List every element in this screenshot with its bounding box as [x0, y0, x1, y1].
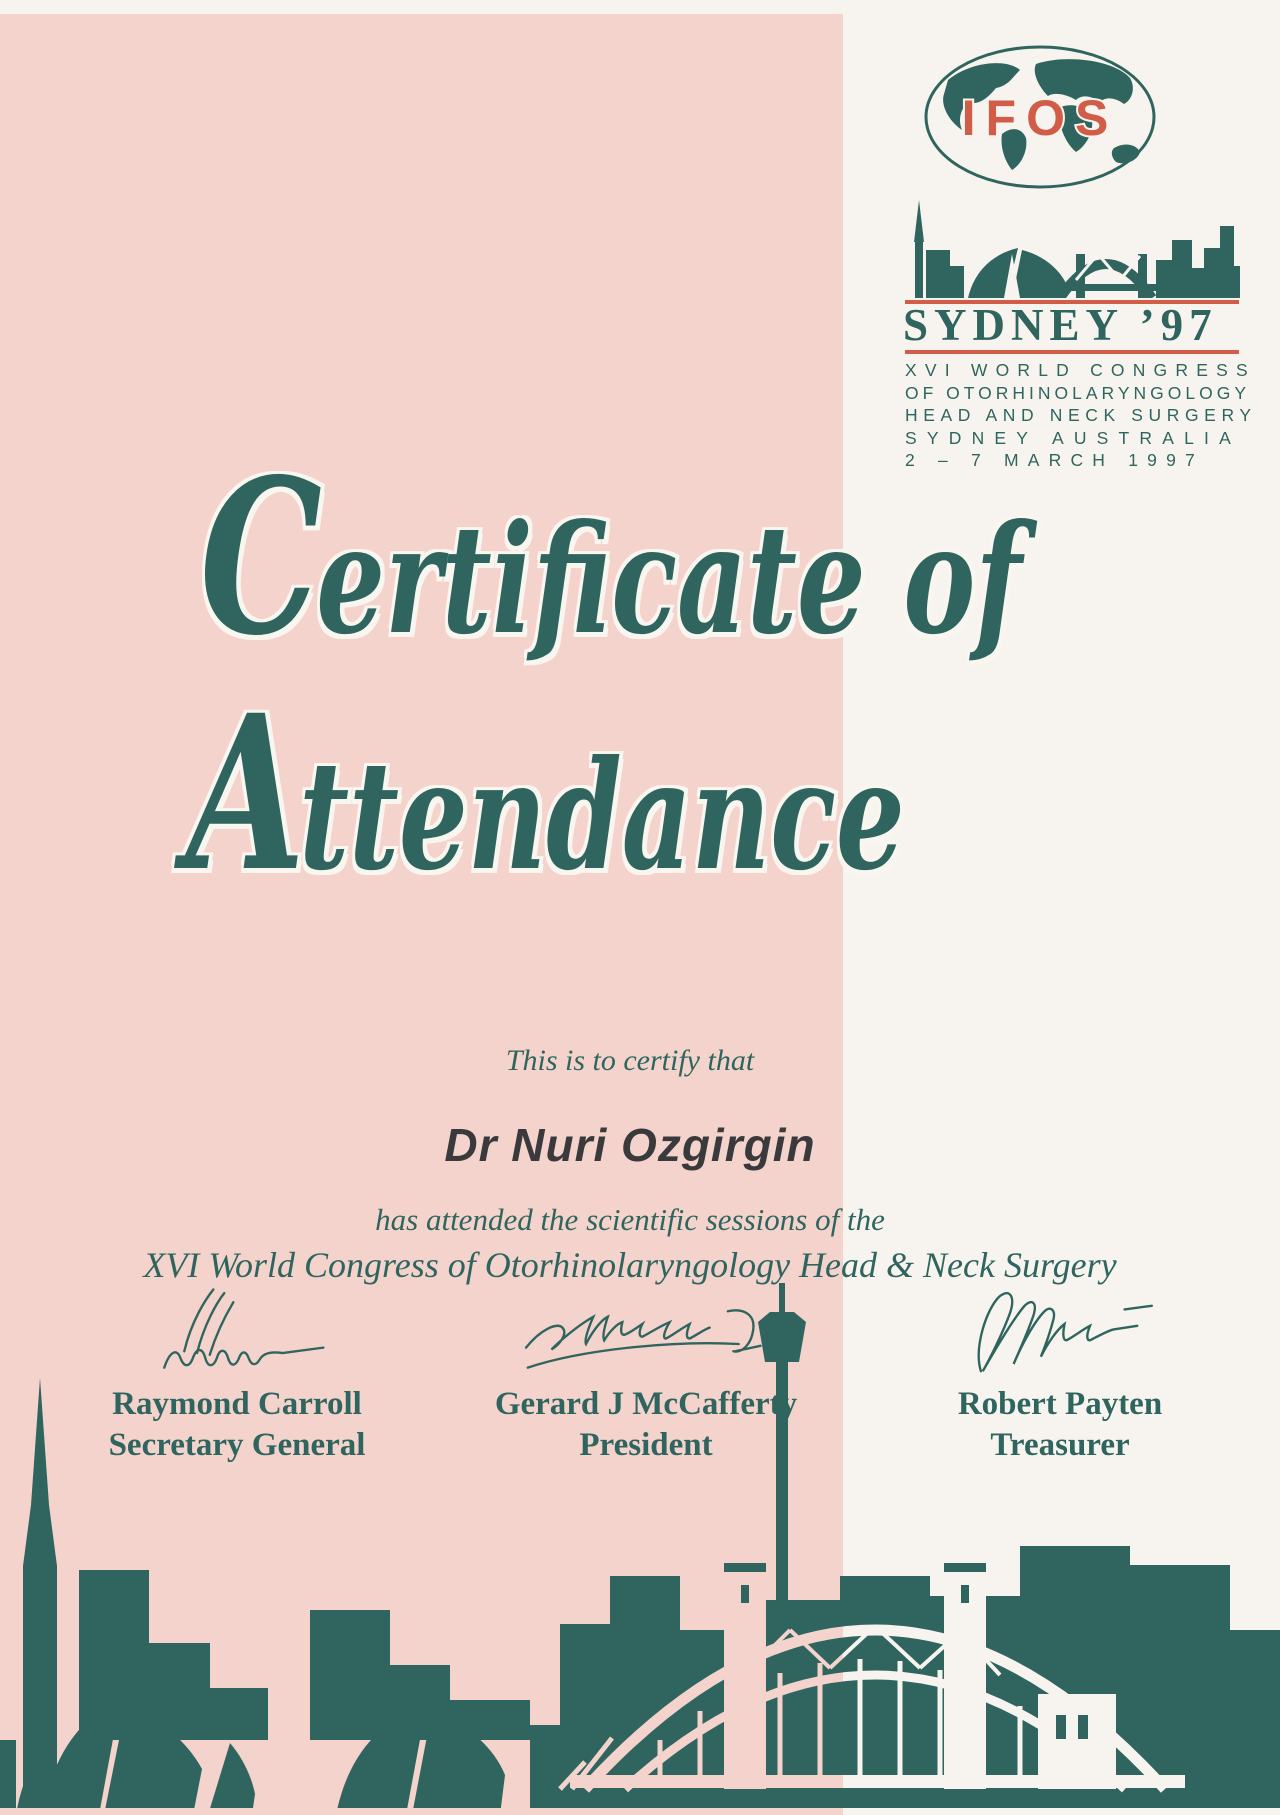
- congress-line: HEAD AND NECK SURGERY: [905, 405, 1257, 425]
- signature-robert-payten-icon: [977, 1291, 1153, 1373]
- signatory-treasurer: Robert Payten Treasurer: [900, 1284, 1220, 1466]
- signatory-president: Gerard J McCafferty President: [486, 1284, 806, 1466]
- swash-initial: A: [186, 669, 305, 919]
- certificate-title-line2: Attendance: [186, 688, 905, 901]
- ifos-globe-icon: IFOS: [924, 45, 1156, 189]
- sydney-logo-skyline-icon: [914, 200, 1240, 298]
- attendee-name: Dr Nuri Ozgirgin: [444, 1119, 816, 1171]
- swash-initial: C: [200, 433, 322, 683]
- signatory-name: Raymond Carroll: [112, 1386, 362, 1422]
- attended-line-2: XVI World Congress of Otorhinolaryngolog…: [143, 1245, 1117, 1285]
- congress-lines: XVI WORLD CONGRESS OF OTORHINOLARYNGOLOG…: [905, 359, 1257, 472]
- signatory-name: Gerard J McCafferty: [494, 1386, 798, 1422]
- signatory-title: Secretary General: [108, 1427, 366, 1463]
- congress-line: XVI WORLD CONGRESS: [905, 360, 1256, 380]
- red-rule-bottom: [905, 350, 1239, 354]
- pink-panel: [0, 14, 843, 1815]
- certificate-title-line1: Certificate of: [200, 452, 1022, 665]
- signatory-title: President: [579, 1427, 713, 1463]
- title-rest: ertificate of: [316, 492, 1022, 668]
- event-title: SYDNEY ’97: [903, 300, 1218, 350]
- signature-raymond-carroll-icon: [163, 1288, 325, 1369]
- signature-gerard-mccafferty-icon: [524, 1309, 762, 1369]
- attended-line-1: has attended the scientific sessions of …: [375, 1202, 885, 1237]
- certify-line: This is to certify that: [505, 1044, 755, 1077]
- title-rest: ttendance: [299, 728, 905, 904]
- congress-line: OF OTORHINOLARYNGOLOGY: [905, 382, 1251, 403]
- congress-line: SYDNEY AUSTRALIA: [905, 427, 1241, 448]
- congress-line: 2 – 7 MARCH 1997: [905, 450, 1204, 470]
- signatory-secretary-general: Raymond Carroll Secretary General: [77, 1284, 397, 1466]
- red-rule-top: [905, 300, 1239, 304]
- signatory-title: Treasurer: [990, 1427, 1130, 1463]
- harbour-bridge-skyline: [0, 1283, 1280, 1815]
- signatory-name: Robert Payten: [957, 1386, 1163, 1422]
- ifos-wordmark: IFOS: [962, 90, 1119, 146]
